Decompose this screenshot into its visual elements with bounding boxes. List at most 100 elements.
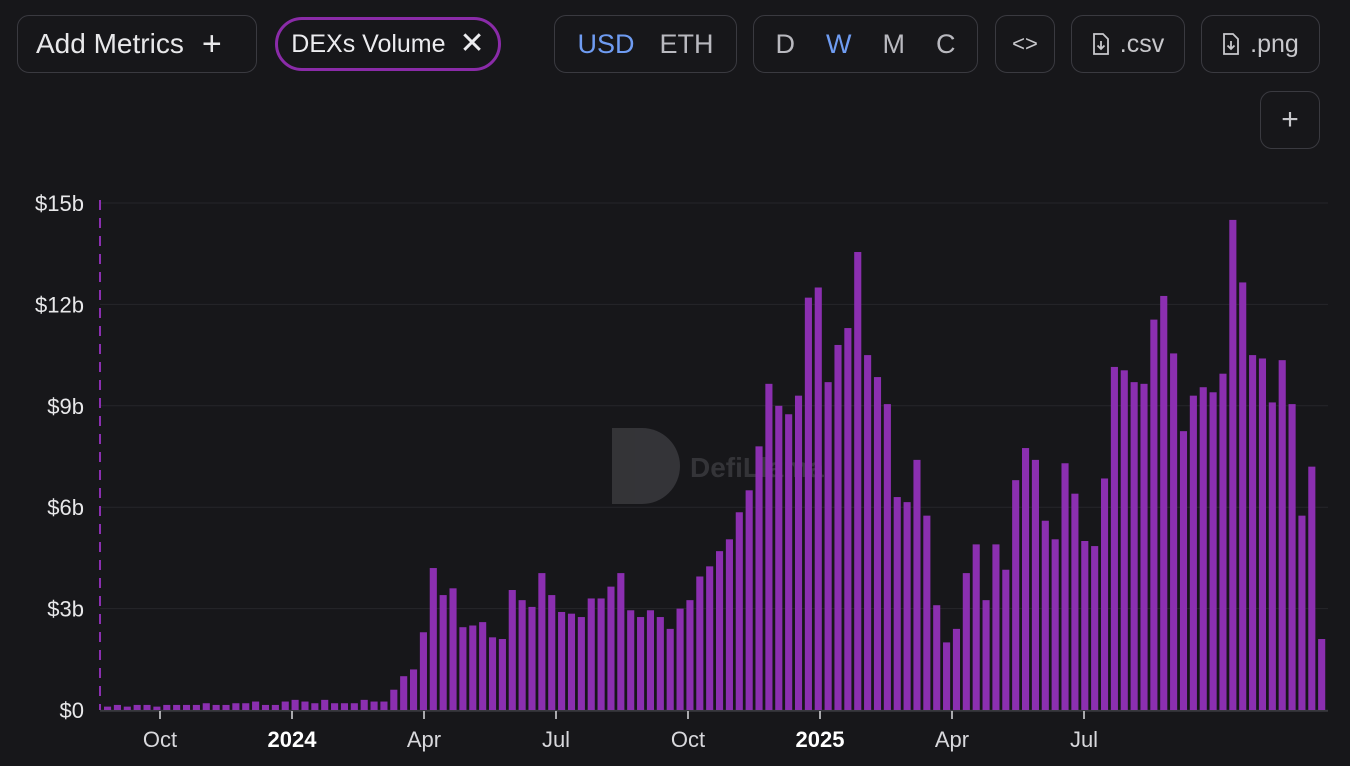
embed-button[interactable]: <>	[995, 15, 1055, 73]
bar[interactable]	[410, 669, 418, 710]
bar[interactable]	[1031, 459, 1039, 710]
bar[interactable]	[1160, 295, 1168, 710]
bar[interactable]	[834, 344, 842, 710]
bar[interactable]	[903, 502, 911, 710]
bar[interactable]	[1298, 515, 1306, 710]
bar[interactable]	[1071, 493, 1079, 710]
bar[interactable]	[163, 704, 171, 710]
bar[interactable]	[123, 706, 131, 710]
bar[interactable]	[469, 625, 477, 711]
bar[interactable]	[725, 539, 733, 710]
bar[interactable]	[1249, 355, 1257, 710]
bar[interactable]	[400, 676, 408, 710]
bar[interactable]	[1239, 282, 1247, 710]
bar[interactable]	[617, 573, 625, 710]
bar[interactable]	[528, 606, 536, 710]
bar[interactable]	[301, 701, 309, 710]
bar[interactable]	[933, 605, 941, 710]
bar[interactable]	[1051, 539, 1059, 710]
bar[interactable]	[104, 706, 112, 710]
bar[interactable]	[538, 573, 546, 710]
bar[interactable]	[548, 595, 556, 710]
bar[interactable]	[1081, 541, 1089, 710]
bar[interactable]	[1140, 383, 1148, 710]
bar[interactable]	[854, 252, 862, 710]
bar[interactable]	[1209, 392, 1217, 710]
bar[interactable]	[202, 703, 210, 710]
bar[interactable]	[252, 701, 260, 710]
bar[interactable]	[380, 701, 388, 710]
bar[interactable]	[706, 566, 714, 710]
bar[interactable]	[775, 405, 783, 710]
bar[interactable]	[419, 632, 427, 710]
bar[interactable]	[222, 704, 230, 710]
bar[interactable]	[271, 704, 279, 710]
bar[interactable]	[113, 704, 121, 710]
bar[interactable]	[567, 613, 576, 710]
bar[interactable]	[952, 628, 961, 710]
bar[interactable]	[637, 617, 645, 710]
bar[interactable]	[1002, 569, 1010, 710]
bar[interactable]	[488, 637, 497, 710]
bar[interactable]	[390, 689, 398, 710]
bar[interactable]	[439, 595, 447, 710]
bar[interactable]	[1268, 402, 1276, 710]
bar[interactable]	[962, 573, 970, 710]
bar[interactable]	[173, 704, 181, 710]
currency-option-usd[interactable]: USD	[577, 28, 635, 59]
close-icon[interactable]: ✕	[459, 27, 485, 60]
bar[interactable]	[666, 628, 674, 710]
period-option-c[interactable]: C	[935, 28, 956, 59]
bar[interactable]	[133, 704, 141, 710]
bar[interactable]	[1318, 639, 1326, 710]
bar[interactable]	[449, 588, 457, 710]
bar[interactable]	[1229, 219, 1237, 710]
bar[interactable]	[212, 704, 220, 710]
bar[interactable]	[153, 706, 161, 710]
bar[interactable]	[893, 497, 901, 710]
bar[interactable]	[646, 610, 655, 710]
bar[interactable]	[844, 328, 852, 710]
bar[interactable]	[883, 404, 891, 710]
bar[interactable]	[923, 515, 931, 710]
bar[interactable]	[232, 703, 240, 710]
bar[interactable]	[1258, 358, 1267, 710]
bar[interactable]	[1061, 463, 1069, 710]
bar[interactable]	[587, 598, 595, 710]
bar[interactable]	[804, 297, 812, 710]
bar[interactable]	[1120, 370, 1128, 710]
currency-option-eth[interactable]: ETH	[659, 28, 714, 59]
bar[interactable]	[182, 704, 191, 710]
bar[interactable]	[1100, 478, 1109, 710]
bar[interactable]	[459, 627, 467, 710]
bar[interactable]	[192, 704, 200, 710]
bar[interactable]	[1288, 404, 1296, 710]
bar[interactable]	[479, 622, 487, 710]
add-metrics-button[interactable]: Add Metrics +	[17, 15, 257, 73]
bar[interactable]	[242, 703, 250, 710]
bar[interactable]	[1022, 448, 1030, 710]
period-option-w[interactable]: W	[826, 28, 852, 59]
bar[interactable]	[943, 642, 951, 710]
bar[interactable]	[824, 382, 832, 710]
bar[interactable]	[785, 414, 793, 710]
bar[interactable]	[992, 544, 1000, 710]
bar[interactable]	[350, 703, 358, 710]
bar[interactable]	[864, 355, 872, 710]
bar[interactable]	[755, 446, 763, 710]
bar[interactable]	[696, 576, 704, 710]
bar[interactable]	[1012, 480, 1020, 710]
bar[interactable]	[686, 600, 694, 710]
bar[interactable]	[143, 704, 151, 710]
bar[interactable]	[607, 586, 615, 710]
bar[interactable]	[735, 512, 743, 710]
bar[interactable]	[873, 377, 882, 710]
bar[interactable]	[577, 617, 585, 710]
bar[interactable]	[558, 611, 566, 710]
bar[interactable]	[1041, 520, 1049, 710]
bar[interactable]	[1199, 387, 1207, 710]
bar[interactable]	[1179, 431, 1188, 710]
bar[interactable]	[597, 598, 605, 710]
bar[interactable]	[360, 699, 368, 710]
bar[interactable]	[1278, 360, 1286, 710]
